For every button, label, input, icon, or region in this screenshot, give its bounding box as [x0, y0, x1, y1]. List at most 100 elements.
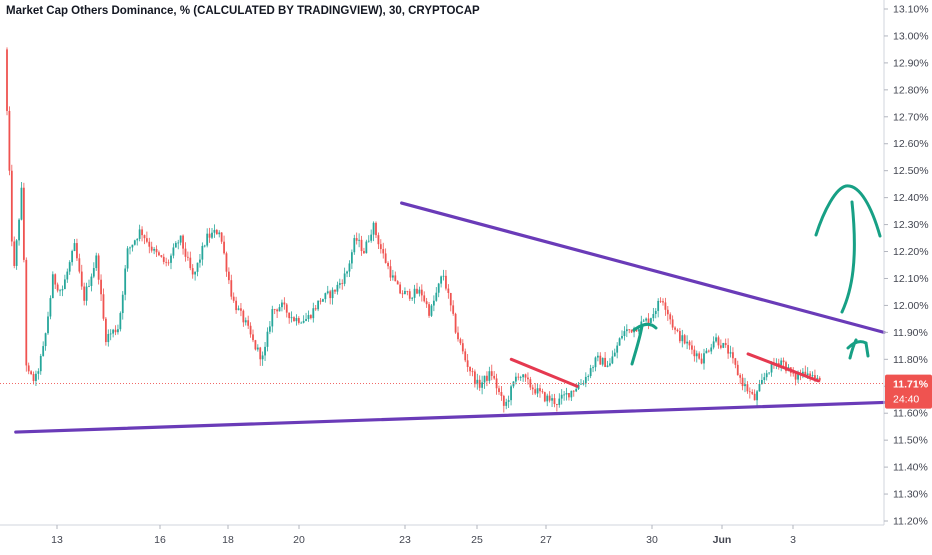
- candle-body: [524, 374, 527, 378]
- candle-body: [698, 353, 701, 359]
- candle-body: [478, 379, 481, 388]
- candle-body: [68, 262, 71, 272]
- candle-body: [387, 262, 389, 267]
- candle-body: [259, 347, 262, 360]
- candle-body: [104, 318, 107, 343]
- candle-body: [334, 289, 336, 292]
- candle-body: [399, 284, 402, 294]
- candle-body: [758, 384, 761, 392]
- candle-body: [770, 362, 773, 373]
- candle-body: [476, 379, 479, 385]
- candle-body: [543, 392, 546, 402]
- candle-body: [445, 275, 447, 289]
- x-tick-label: 3: [790, 534, 796, 546]
- candle-body: [785, 362, 787, 372]
- y-tick-label: 11.20%: [893, 516, 928, 528]
- candle-body: [256, 347, 259, 350]
- candle-body: [160, 255, 163, 257]
- candle-body: [338, 283, 341, 285]
- candle-body: [539, 388, 541, 392]
- candle-body: [305, 319, 307, 321]
- y-tick-label: 11.60%: [893, 408, 928, 420]
- candle-body: [375, 222, 377, 236]
- candle-body: [657, 300, 660, 311]
- current-price-label: 11.71%: [893, 379, 929, 391]
- candle-body: [777, 363, 780, 366]
- candle-body: [514, 376, 517, 382]
- candle-body: [295, 318, 298, 322]
- candle-body: [664, 302, 667, 310]
- candle-body: [666, 309, 669, 315]
- candle-body: [669, 314, 672, 320]
- candle-body: [389, 266, 392, 278]
- candle-body: [225, 253, 228, 272]
- candle-body: [811, 375, 814, 377]
- candle-body: [625, 329, 628, 332]
- candle-body: [413, 288, 416, 298]
- candle-body: [247, 320, 250, 326]
- candle-body: [473, 371, 476, 385]
- candle-body: [710, 347, 713, 352]
- candle-body: [404, 290, 406, 295]
- x-tick-label: 20: [293, 534, 305, 546]
- candle-body: [517, 376, 520, 378]
- candle-body: [307, 315, 310, 320]
- candle-body: [314, 308, 317, 310]
- candle-body: [261, 355, 264, 360]
- candle-body: [80, 271, 83, 287]
- candle-body: [505, 401, 508, 406]
- candle-body: [302, 320, 305, 323]
- candle-body: [406, 290, 409, 292]
- candle-body: [285, 304, 288, 313]
- candle-body: [30, 371, 33, 375]
- candle-body: [756, 391, 758, 401]
- candle-body: [568, 392, 570, 398]
- candle-body: [527, 377, 529, 380]
- candle-body: [350, 252, 353, 264]
- candle-body: [83, 286, 86, 301]
- candle-body: [353, 238, 356, 253]
- candle-body: [447, 288, 450, 293]
- candle-body: [85, 286, 88, 301]
- candle-body: [604, 357, 607, 367]
- candle-body: [71, 251, 74, 263]
- candle-body: [551, 398, 553, 401]
- candle-body: [502, 395, 505, 406]
- candle-body: [199, 259, 201, 263]
- candle-body: [49, 298, 52, 317]
- candle-body: [293, 317, 295, 322]
- candle-body: [587, 376, 590, 377]
- candle-body: [712, 341, 715, 348]
- candle-body: [688, 341, 691, 346]
- candle-body: [628, 329, 631, 331]
- candle-body: [637, 329, 640, 332]
- candle-body: [206, 233, 209, 246]
- candle-body: [22, 187, 25, 260]
- candle-body: [218, 232, 221, 235]
- arrow-icon: [846, 338, 870, 360]
- candle-body: [592, 367, 594, 369]
- candle-body: [249, 325, 252, 335]
- candle-body: [751, 392, 754, 394]
- candle-body: [290, 317, 293, 319]
- candle-body: [818, 377, 821, 381]
- candle-body: [577, 384, 580, 389]
- candle-body: [609, 363, 611, 366]
- candle-body: [276, 309, 279, 312]
- candle-body: [281, 302, 283, 308]
- candle-body: [565, 392, 568, 395]
- candle-body: [618, 338, 621, 346]
- candle-body: [61, 289, 64, 291]
- candle-body: [220, 232, 223, 242]
- candle-body: [367, 240, 370, 242]
- candle-body: [437, 283, 440, 293]
- candle-body: [97, 255, 100, 280]
- candle-body: [242, 310, 245, 323]
- candle-body: [153, 248, 156, 251]
- candle-body: [411, 297, 414, 299]
- candle-body: [483, 375, 486, 383]
- candle-body: [377, 235, 380, 245]
- candle-body: [693, 349, 696, 357]
